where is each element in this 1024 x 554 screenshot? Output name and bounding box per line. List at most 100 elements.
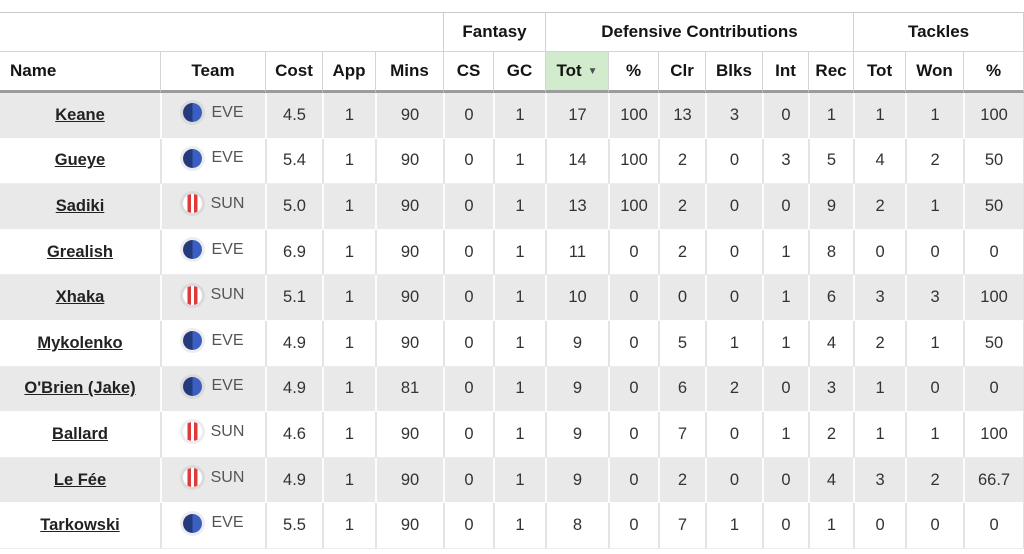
dc-pct-cell: 100 bbox=[608, 93, 658, 139]
tk-tot-cell: 2 bbox=[853, 320, 906, 367]
tk-pct-cell: 100 bbox=[963, 412, 1024, 458]
clr-cell: 7 bbox=[658, 412, 705, 458]
column-header-blks[interactable]: Blks bbox=[705, 52, 762, 93]
column-header-tk-tot[interactable]: Tot bbox=[853, 52, 906, 93]
dc-tot-cell: 9 bbox=[545, 366, 608, 413]
player-name-link[interactable]: Xhaka bbox=[55, 288, 105, 307]
player-name-link[interactable]: Le Fée bbox=[53, 470, 107, 489]
cs-cell: 0 bbox=[443, 412, 493, 458]
tk-pct-cell: 50 bbox=[963, 138, 1024, 185]
blks-cell: 0 bbox=[705, 412, 762, 458]
clr-cell: 13 bbox=[658, 93, 705, 139]
column-header-dc-tot-sorted[interactable]: Tot ▼ bbox=[545, 52, 608, 93]
table-row: Gueye EVE 5.4 1 90 0 1 14 100 2 0 3 5 4 … bbox=[0, 138, 1024, 185]
tk-tot-cell: 1 bbox=[853, 412, 906, 458]
cost-cell: 4.6 bbox=[265, 412, 322, 458]
name-cell: Mykolenko bbox=[0, 320, 160, 367]
tk-won-cell: 1 bbox=[905, 93, 964, 139]
app-cell: 1 bbox=[322, 93, 375, 139]
gc-cell: 1 bbox=[493, 275, 545, 321]
sort-desc-icon[interactable]: ▼ bbox=[587, 66, 598, 77]
dc-pct-cell: 0 bbox=[608, 320, 658, 367]
tk-won-cell: 2 bbox=[905, 138, 964, 185]
column-header-rec[interactable]: Rec bbox=[808, 52, 854, 93]
cost-cell: 4.5 bbox=[265, 93, 322, 139]
int-cell: 1 bbox=[762, 275, 808, 321]
column-header-tk-pct[interactable]: % bbox=[963, 52, 1024, 93]
name-cell: Xhaka bbox=[0, 275, 160, 321]
table-body: Keane EVE 4.5 1 90 0 1 17 100 13 3 0 1 1… bbox=[0, 93, 1024, 549]
team-cell: EVE bbox=[160, 366, 265, 413]
column-header-gc[interactable]: GC bbox=[493, 52, 545, 93]
cost-cell: 5.0 bbox=[265, 184, 322, 230]
name-cell: Grealish bbox=[0, 229, 160, 276]
column-header-cost[interactable]: Cost bbox=[265, 52, 322, 93]
name-cell: Sadiki bbox=[0, 184, 160, 230]
cs-cell: 0 bbox=[443, 93, 493, 139]
tk-won-cell: 0 bbox=[905, 503, 964, 549]
player-name-link[interactable]: O'Brien (Jake) bbox=[24, 379, 136, 398]
dc-tot-cell: 13 bbox=[545, 184, 608, 230]
column-header-name[interactable]: Name bbox=[0, 52, 160, 93]
tk-won-cell: 2 bbox=[905, 457, 964, 504]
int-cell: 1 bbox=[762, 412, 808, 458]
group-header-tackles: Tackles bbox=[853, 12, 1024, 52]
column-header-dc-pct[interactable]: % bbox=[608, 52, 658, 93]
team-code: SUN bbox=[210, 468, 245, 486]
tk-pct-cell: 0 bbox=[963, 503, 1024, 549]
player-name-link[interactable]: Ballard bbox=[52, 424, 108, 443]
cost-cell: 5.5 bbox=[265, 503, 322, 549]
tk-pct-cell: 100 bbox=[963, 93, 1024, 139]
name-cell: Keane bbox=[0, 93, 160, 139]
team-cell: EVE bbox=[160, 138, 265, 185]
player-name-link[interactable]: Mykolenko bbox=[37, 333, 123, 352]
group-header-empty bbox=[0, 12, 443, 52]
column-header-int[interactable]: Int bbox=[762, 52, 808, 93]
player-name-link[interactable]: Gueye bbox=[54, 151, 106, 170]
dc-pct-cell: 0 bbox=[608, 457, 658, 504]
gc-cell: 1 bbox=[493, 503, 545, 549]
cs-cell: 0 bbox=[443, 320, 493, 367]
player-name-link[interactable]: Tarkowski bbox=[40, 516, 120, 535]
column-header-team[interactable]: Team bbox=[160, 52, 265, 93]
blks-cell: 0 bbox=[705, 138, 762, 185]
app-cell: 1 bbox=[322, 503, 375, 549]
everton-badge-icon bbox=[183, 513, 203, 533]
sunderland-badge-icon bbox=[182, 422, 202, 442]
player-name-link[interactable]: Grealish bbox=[46, 242, 114, 261]
sunderland-badge-icon bbox=[182, 194, 202, 214]
dc-tot-cell: 9 bbox=[545, 320, 608, 367]
team-code: EVE bbox=[211, 103, 244, 121]
cs-cell: 0 bbox=[443, 503, 493, 549]
gc-cell: 1 bbox=[493, 93, 545, 139]
player-name-link[interactable]: Sadiki bbox=[55, 196, 105, 215]
column-header-clr[interactable]: Clr bbox=[658, 52, 705, 93]
tk-won-cell: 1 bbox=[905, 320, 964, 367]
table-row: Grealish EVE 6.9 1 90 0 1 11 0 2 0 1 8 0… bbox=[0, 229, 1024, 276]
team-code: EVE bbox=[211, 514, 244, 532]
name-cell: O'Brien (Jake) bbox=[0, 366, 160, 413]
team-code: EVE bbox=[211, 149, 244, 167]
mins-cell: 90 bbox=[375, 412, 443, 458]
app-cell: 1 bbox=[322, 229, 375, 276]
mins-cell: 90 bbox=[375, 457, 443, 504]
cost-cell: 4.9 bbox=[265, 366, 322, 413]
column-header-mins[interactable]: Mins bbox=[375, 52, 443, 93]
rec-cell: 4 bbox=[808, 457, 854, 504]
blks-cell: 0 bbox=[705, 229, 762, 276]
team-cell: EVE bbox=[160, 229, 265, 276]
cost-cell: 5.4 bbox=[265, 138, 322, 185]
column-header-cs[interactable]: CS bbox=[443, 52, 493, 93]
int-cell: 0 bbox=[762, 184, 808, 230]
gc-cell: 1 bbox=[493, 412, 545, 458]
gc-cell: 1 bbox=[493, 457, 545, 504]
rec-cell: 1 bbox=[808, 503, 854, 549]
tk-pct-cell: 0 bbox=[963, 366, 1024, 413]
dc-tot-cell: 17 bbox=[545, 93, 608, 139]
team-code: SUN bbox=[210, 422, 245, 440]
column-header-tk-won[interactable]: Won bbox=[905, 52, 964, 93]
player-name-link[interactable]: Keane bbox=[55, 105, 105, 124]
column-header-app[interactable]: App bbox=[322, 52, 375, 93]
app-cell: 1 bbox=[322, 412, 375, 458]
int-cell: 3 bbox=[762, 138, 808, 185]
